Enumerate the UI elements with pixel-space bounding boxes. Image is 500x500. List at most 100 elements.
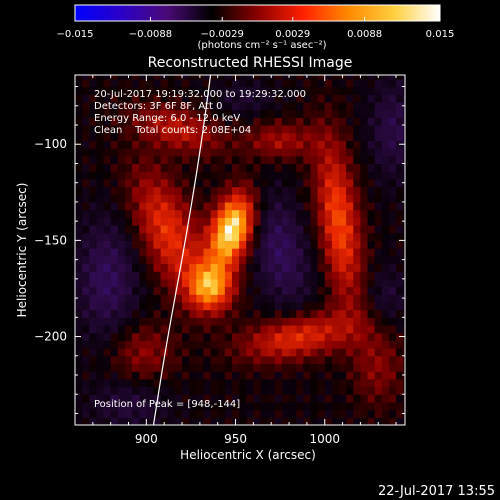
heatmap-pixel bbox=[82, 417, 90, 425]
heatmap-pixel bbox=[82, 286, 90, 295]
heatmap-pixel bbox=[388, 86, 397, 95]
heatmap-pixel bbox=[281, 309, 290, 318]
heatmap-pixel bbox=[289, 417, 297, 425]
heatmap-pixel bbox=[160, 325, 169, 334]
heatmap-pixel bbox=[203, 117, 212, 126]
heatmap-pixel bbox=[75, 109, 83, 118]
heatmap-pixel bbox=[353, 78, 362, 88]
heatmap-pixel bbox=[189, 378, 197, 388]
heatmap-pixel bbox=[210, 340, 219, 349]
heatmap-pixel bbox=[124, 386, 133, 395]
heatmap-pixel bbox=[182, 109, 190, 118]
heatmap-pixel bbox=[160, 332, 169, 341]
heatmap-pixel bbox=[189, 101, 197, 111]
heatmap-pixel bbox=[196, 163, 205, 172]
heatmap-pixel bbox=[274, 386, 283, 395]
heatmap-pixel bbox=[239, 194, 247, 203]
heatmap-pixel bbox=[224, 148, 233, 157]
heatmap-pixel bbox=[117, 325, 126, 334]
heatmap-pixel bbox=[89, 178, 98, 188]
heatmap-pixel bbox=[403, 355, 405, 365]
heatmap-pixel bbox=[139, 125, 147, 134]
heatmap-pixel bbox=[75, 101, 83, 111]
heatmap-pixel bbox=[217, 294, 226, 303]
heatmap-pixel bbox=[381, 263, 390, 272]
heatmap-pixel bbox=[146, 140, 155, 149]
heatmap-pixel bbox=[253, 286, 262, 295]
heatmap-pixel bbox=[167, 301, 176, 311]
heatmap-pixel bbox=[274, 240, 283, 249]
heatmap-pixel bbox=[324, 371, 333, 380]
heatmap-pixel bbox=[331, 232, 340, 241]
heatmap-pixel bbox=[160, 294, 169, 303]
heatmap-pixel bbox=[82, 194, 90, 203]
heatmap-pixel bbox=[331, 75, 340, 80]
heatmap-pixel bbox=[331, 132, 340, 141]
heatmap-pixel bbox=[303, 348, 312, 357]
heatmap-pixel bbox=[346, 209, 354, 218]
heatmap-pixel bbox=[353, 378, 362, 388]
heatmap-pixel bbox=[110, 332, 119, 341]
heatmap-pixel bbox=[110, 232, 119, 241]
heatmap-pixel bbox=[403, 186, 405, 195]
heatmap-pixel bbox=[381, 378, 390, 388]
heatmap-pixel bbox=[331, 278, 340, 288]
heatmap-pixel bbox=[331, 171, 340, 180]
heatmap-pixel bbox=[217, 148, 226, 157]
heatmap-pixel bbox=[239, 125, 247, 134]
heatmap-pixel bbox=[231, 340, 240, 349]
heatmap-pixel bbox=[303, 201, 312, 211]
heatmap-pixel bbox=[289, 86, 297, 95]
heatmap-pixel bbox=[381, 201, 390, 211]
heatmap-pixel bbox=[396, 278, 404, 288]
heatmap-pixel bbox=[253, 117, 262, 126]
heatmap-pixel bbox=[153, 386, 162, 395]
heatmap-pixel bbox=[160, 309, 169, 318]
heatmap-pixel bbox=[374, 148, 383, 157]
heatmap-pixel bbox=[96, 240, 105, 249]
heatmap-pixel bbox=[346, 394, 354, 403]
heatmap-pixel bbox=[103, 309, 112, 318]
heatmap-pixel bbox=[117, 401, 126, 411]
heatmap-pixel bbox=[103, 340, 112, 349]
heatmap-pixel bbox=[160, 240, 169, 249]
heatmap-pixel bbox=[124, 232, 133, 241]
heatmap-pixel bbox=[289, 348, 297, 357]
heatmap-pixel bbox=[182, 78, 190, 88]
heatmap-pixel bbox=[189, 86, 197, 95]
heatmap-pixel bbox=[117, 409, 126, 418]
heatmap-pixel bbox=[289, 325, 297, 334]
heatmap-pixel bbox=[224, 178, 233, 188]
heatmap-pixel bbox=[346, 201, 354, 211]
heatmap-pixel bbox=[96, 209, 105, 218]
heatmap-pixel bbox=[182, 75, 190, 80]
heatmap-pixel bbox=[224, 286, 233, 295]
heatmap-pixel bbox=[388, 363, 397, 372]
heatmap-pixel bbox=[160, 348, 169, 357]
heatmap-pixel bbox=[224, 332, 233, 341]
heatmap-pixel bbox=[174, 386, 183, 395]
heatmap-pixel bbox=[210, 125, 219, 134]
heatmap-pixel bbox=[189, 163, 197, 172]
heatmap-pixel bbox=[388, 417, 397, 425]
heatmap-pixel bbox=[381, 171, 390, 180]
heatmap-pixel bbox=[267, 409, 276, 418]
heatmap-pixel bbox=[253, 94, 262, 103]
heatmap-pixel bbox=[360, 417, 369, 425]
heatmap-pixel bbox=[231, 309, 240, 318]
heatmap-pixel bbox=[132, 78, 140, 88]
heatmap-pixel bbox=[146, 409, 155, 418]
heatmap-pixel bbox=[324, 217, 333, 226]
heatmap-pixel bbox=[353, 163, 362, 172]
heatmap-pixel bbox=[331, 355, 340, 365]
heatmap-pixel bbox=[167, 201, 176, 211]
heatmap-pixel bbox=[174, 286, 183, 295]
heatmap-pixel bbox=[117, 125, 126, 134]
heatmap-pixel bbox=[231, 117, 240, 126]
heatmap-pixel bbox=[324, 86, 333, 95]
heatmap-pixel bbox=[153, 317, 162, 326]
heatmap-pixel bbox=[381, 401, 390, 411]
heatmap-pixel bbox=[274, 75, 283, 80]
heatmap-pixel bbox=[89, 240, 98, 249]
heatmap-pixel bbox=[246, 348, 254, 357]
